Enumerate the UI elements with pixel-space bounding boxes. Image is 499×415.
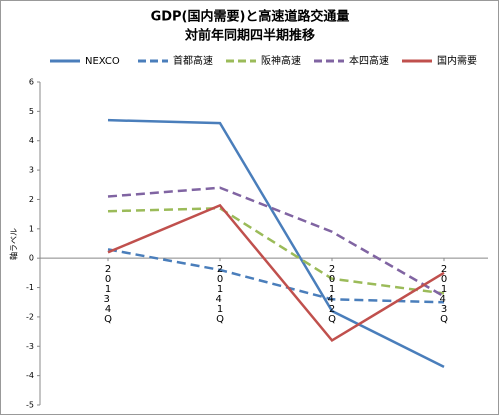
y-tick-label: -4 — [26, 371, 34, 380]
y-tick-label: -2 — [26, 312, 34, 321]
y-tick-label: 3 — [29, 166, 34, 175]
y-tick-label: -3 — [26, 342, 34, 351]
chart-subtitle: 対前年同期四半期推移 — [184, 28, 315, 44]
y-tick-label: 6 — [29, 78, 34, 87]
y-tick-label: 1 — [29, 224, 34, 233]
x-tick-label: 2014 3Q — [439, 264, 450, 326]
legend-label: NEXCO — [85, 56, 120, 67]
chart-title: GDP(国内需要)と高速道路交通量 — [151, 9, 350, 25]
x-tick-label: 2014 2Q — [327, 264, 338, 326]
y-axis-label: 軸ラベル — [9, 228, 19, 260]
x-tick-label: 2013 4Q — [103, 264, 114, 326]
x-tick-label: 2014 1Q — [215, 264, 226, 326]
y-tick-label: 0 — [29, 254, 34, 263]
legend-label: 国内需要 — [437, 54, 477, 67]
legend-label: 本四高速 — [349, 54, 389, 67]
series-line — [107, 203, 445, 343]
series-line — [107, 248, 445, 304]
y-tick-label: 2 — [29, 195, 34, 204]
legend-label: 首都高速 — [173, 54, 213, 67]
y-tick-label: -1 — [26, 283, 34, 292]
series-line — [107, 186, 445, 298]
series-line — [107, 207, 445, 295]
y-tick-label: 5 — [29, 107, 34, 116]
legend-label: 阪神高速 — [261, 54, 301, 67]
y-tick-label: 4 — [29, 136, 34, 145]
series-line — [107, 118, 445, 368]
y-tick-label: -5 — [26, 401, 34, 410]
